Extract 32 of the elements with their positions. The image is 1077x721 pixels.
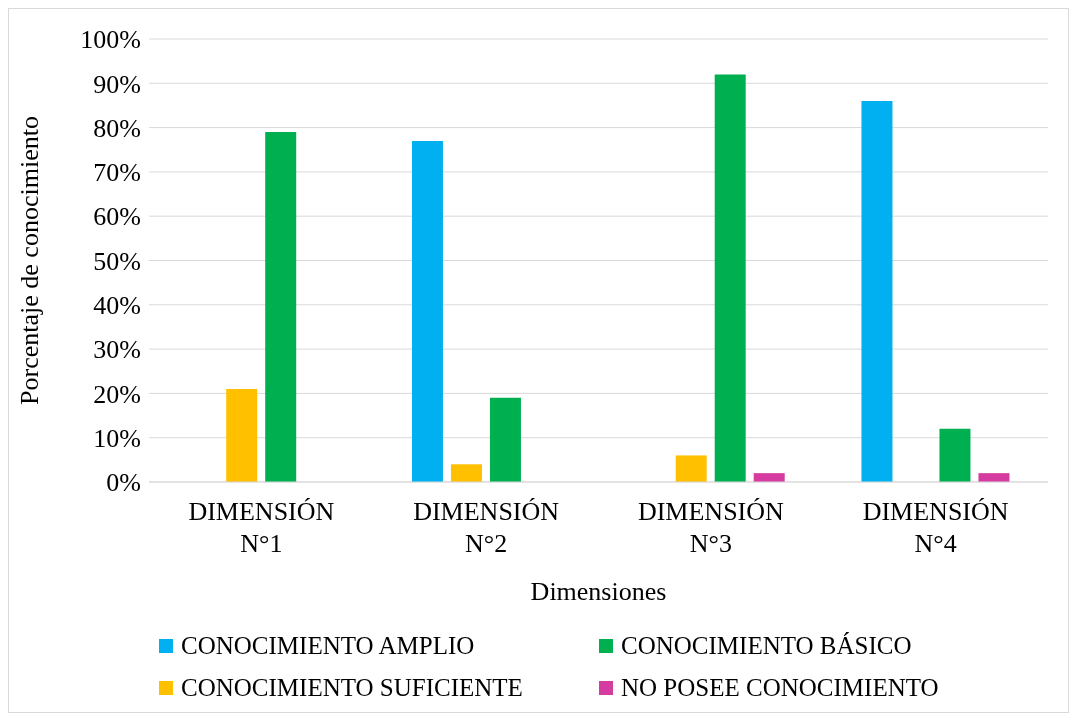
y-tick-label: 40% — [93, 291, 141, 321]
y-axis-title: Porcentaje de conocimiento — [15, 116, 45, 405]
y-tick-label: 70% — [93, 158, 141, 188]
legend-label: CONOCIMIENTO AMPLIO — [181, 632, 475, 660]
x-tick-label: DIMENSIÓN N°3 — [637, 497, 785, 558]
x-tick-label: DIMENSIÓN N°1 — [188, 497, 335, 558]
bar — [714, 74, 746, 482]
y-tick-label: 20% — [93, 379, 141, 409]
legend-label: CONOCIMIENTO SUFICIENTE — [181, 674, 523, 702]
y-tick-label: 60% — [93, 202, 141, 232]
y-tick-label: 100% — [80, 25, 141, 55]
bar — [939, 428, 971, 482]
legend-label: CONOCIMIENTO BÁSICO — [621, 632, 912, 660]
x-tick-label: DIMENSIÓN N°2 — [413, 497, 560, 558]
bar — [753, 473, 785, 482]
x-axis-title: Dimensiones — [530, 577, 667, 607]
bar — [861, 101, 893, 482]
y-tick-label: 90% — [93, 69, 141, 99]
y-tick-label: 30% — [93, 335, 141, 365]
bar — [450, 464, 482, 482]
bar — [675, 455, 707, 482]
y-tick-label: 10% — [93, 423, 141, 453]
y-tick-label: 0% — [106, 468, 141, 498]
legend-label: NO POSEE CONOCIMIENTO — [621, 674, 939, 702]
bar — [978, 473, 1010, 482]
bar — [489, 397, 521, 482]
bar — [411, 140, 443, 482]
bar — [265, 132, 297, 482]
y-tick-label: 80% — [93, 113, 141, 143]
x-tick-label: DIMENSIÓN N°4 — [862, 497, 1009, 558]
y-tick-label: 50% — [93, 246, 141, 276]
bar — [226, 388, 258, 482]
